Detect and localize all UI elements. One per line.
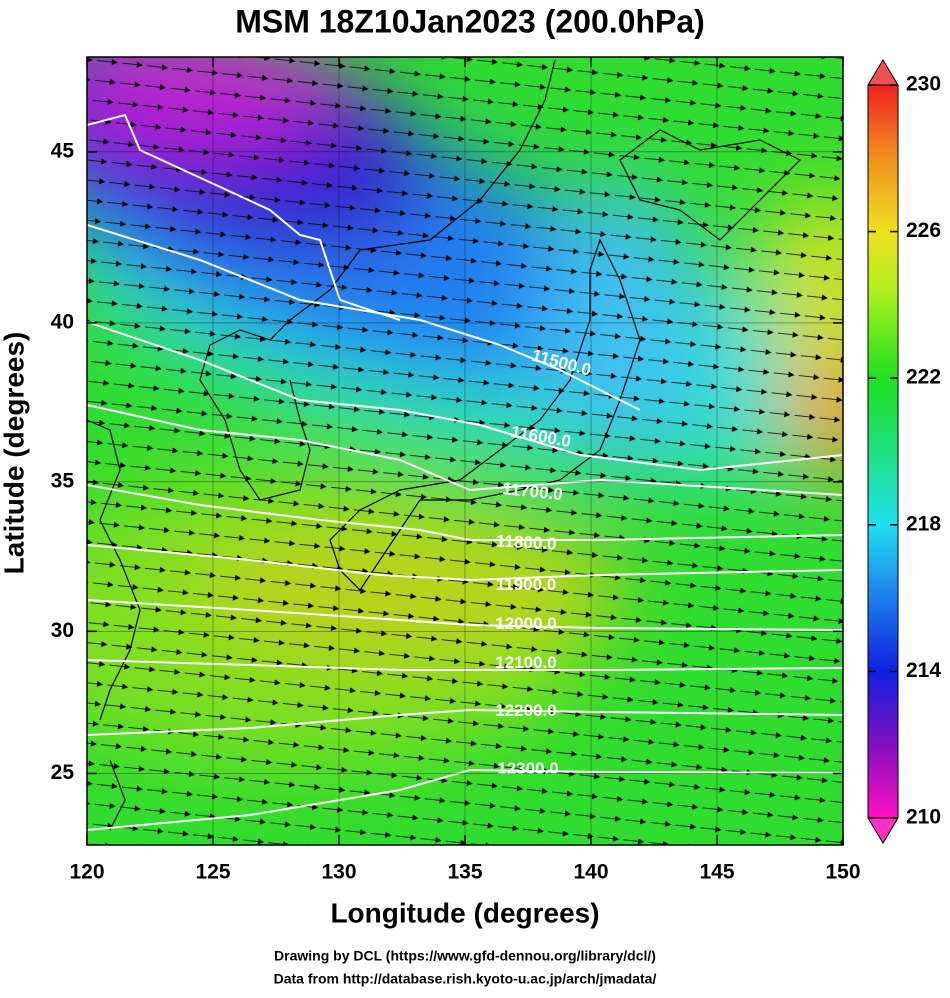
colorbar [867, 84, 899, 819]
colorbar-tick-label: 226 [906, 219, 941, 242]
title: MSM 18Z10Jan2023 (200.0hPa) [235, 3, 705, 39]
contour-label: 11800.0 [496, 531, 557, 553]
footer-line: Drawing by DCL (https://www.gfd-dennou.o… [274, 948, 656, 964]
y-tick-label: 25 [51, 761, 75, 784]
y-tick-label: 35 [51, 469, 75, 492]
x-axis-label: Longitude (degrees) [330, 897, 599, 928]
x-tick-label: 135 [447, 861, 482, 884]
colorbar-tick-label: 214 [906, 659, 941, 682]
colorbar-tick-label: 218 [906, 512, 941, 535]
colorbar-tick-label: 230 [906, 73, 941, 96]
x-tick-label: 125 [195, 861, 230, 884]
x-tick-label: 130 [321, 861, 356, 884]
coastline [87, 59, 802, 831]
contour-lines [87, 113, 843, 831]
y-tick-label: 40 [51, 310, 74, 333]
y-tick-label: 30 [51, 619, 74, 642]
contour-label: 11900.0 [496, 575, 557, 594]
colorbar-tick-label: 210 [906, 806, 941, 829]
contour-label: 12000.0 [495, 614, 556, 633]
x-tick-label: 140 [573, 861, 608, 884]
colorbar-min-arrow [867, 817, 899, 844]
contour-label: 12300.0 [497, 759, 558, 778]
field [87, 57, 843, 845]
y-tick-label: 45 [51, 139, 75, 162]
x-tick-label: 150 [825, 861, 860, 884]
contour-label: 12100.0 [495, 653, 556, 672]
colorbar-max-arrow [867, 59, 899, 86]
footer-line: Data from http://database.rish.kyoto-u.a… [274, 971, 657, 987]
x-tick-label: 120 [69, 861, 104, 884]
colorbar-tick-label: 222 [906, 366, 941, 389]
y-axis-label: Latitude (degrees) [0, 332, 29, 575]
x-tick-label: 145 [699, 861, 734, 884]
contour-label: 12200.0 [495, 701, 556, 720]
